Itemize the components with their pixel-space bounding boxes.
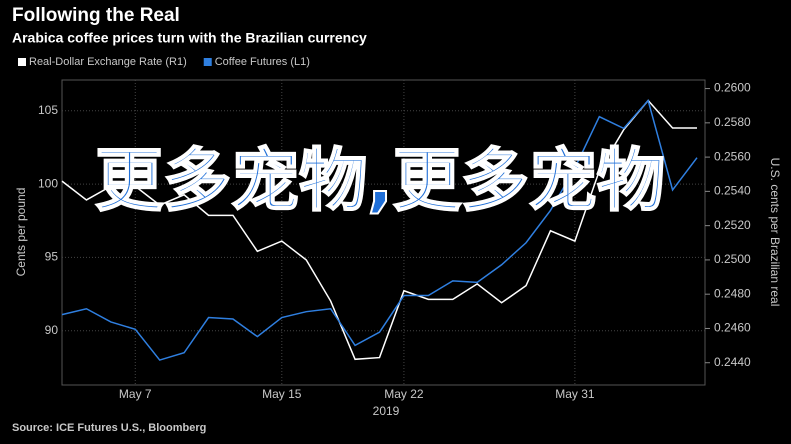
source: Source: ICE Futures U.S., Bloomberg xyxy=(12,422,206,434)
x-tick-label: May 15 xyxy=(262,387,302,401)
chart-title: Following the Real xyxy=(12,5,180,26)
y2-tick-label: 0.2500 xyxy=(714,252,751,266)
y-axis-label: Cents per pound xyxy=(14,188,28,277)
y2-tick-label: 0.2560 xyxy=(714,149,751,163)
y2-tick-label: 0.2460 xyxy=(714,321,751,335)
y2-tick-label: 0.2480 xyxy=(714,286,751,300)
y2-tick-label: 0.2540 xyxy=(714,184,751,198)
x-tick-label: May 22 xyxy=(384,387,424,401)
y2-tick-label: 0.2600 xyxy=(714,81,751,95)
y-tick-label: 90 xyxy=(45,323,59,337)
y2-tick-label: 0.2440 xyxy=(714,355,751,369)
x-tick-label: May 31 xyxy=(555,387,595,401)
series-line xyxy=(61,99,697,361)
legend-swatch xyxy=(203,58,212,66)
legend-swatch xyxy=(18,58,26,66)
y2-axis-label: U.S. cents per Brazilian real xyxy=(768,158,782,307)
x-tick-label: May 7 xyxy=(119,387,152,401)
watermark: 更多宠物,更多宠物 xyxy=(94,141,666,222)
y2-tick-label: 0.2520 xyxy=(714,218,751,232)
chart-subtitle: Arabica coffee prices turn with the Braz… xyxy=(12,30,367,46)
y-tick-label: 105 xyxy=(38,103,58,117)
legend-label: Coffee Futures (L1) xyxy=(215,56,310,68)
legend-label: Real-Dollar Exchange Rate (R1) xyxy=(29,56,187,68)
plot-frame xyxy=(61,79,706,386)
y-tick-label: 95 xyxy=(45,250,59,264)
series-line xyxy=(61,98,698,361)
y2-tick-label: 0.2580 xyxy=(714,115,751,129)
x-axis-label: 2019 xyxy=(373,404,400,418)
y-tick-label: 100 xyxy=(38,176,58,190)
